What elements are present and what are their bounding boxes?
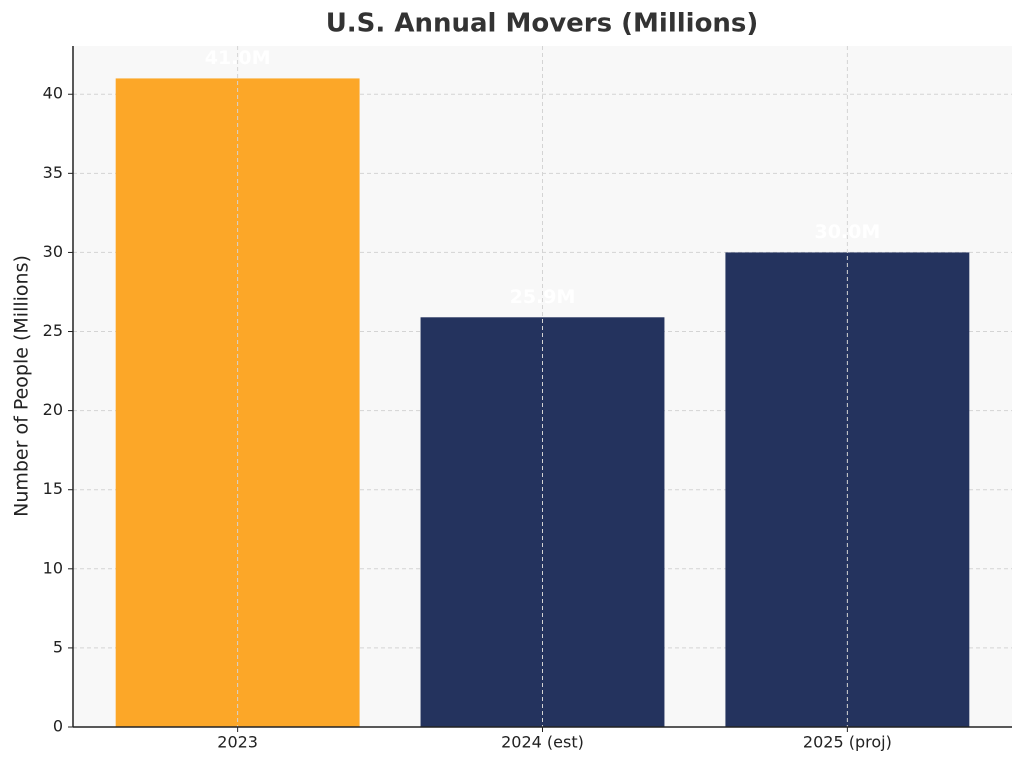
value-label: 25.9M [510, 286, 576, 308]
x-tick-label: 2024 (est) [501, 733, 584, 752]
y-tick-label: 0 [53, 717, 63, 736]
value-label: 30.0M [814, 221, 880, 243]
value-label: 41.0M [205, 47, 271, 69]
y-tick-label: 10 [43, 558, 63, 577]
y-tick-label: 35 [43, 163, 63, 182]
chart-title: U.S. Annual Movers (Millions) [326, 9, 759, 39]
y-tick-label: 30 [43, 242, 63, 261]
y-tick-label: 25 [43, 321, 63, 340]
y-axis-label: Number of People (Millions) [11, 255, 33, 517]
x-tick-label: 2025 (proj) [803, 733, 892, 752]
y-tick-label: 5 [53, 637, 63, 656]
y-tick-label: 20 [43, 400, 63, 419]
x-tick-label: 2023 [217, 733, 258, 752]
y-tick-label: 40 [43, 84, 63, 103]
y-tick-label: 15 [43, 479, 63, 498]
